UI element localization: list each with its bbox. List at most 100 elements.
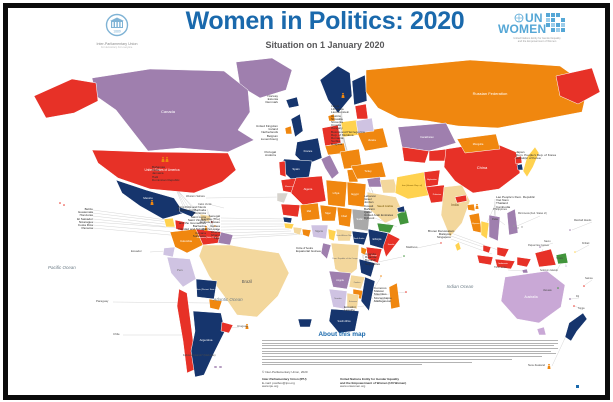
label-pakistan: Pakistan: [433, 193, 442, 196]
cluster-lesser-antilles: Saint Kitts and Nevis Antigua and Barbuda…: [172, 205, 206, 238]
region-nigeria: [310, 224, 329, 240]
region-mauritania: [280, 203, 301, 218]
country-label: Croatia: [331, 123, 341, 128]
ipu-logo-year: 1889: [113, 30, 121, 34]
label-kenya: Kenya: [371, 255, 378, 257]
country-label: Burundi: [365, 258, 376, 263]
country-label: United Arab Emirates: [364, 213, 394, 218]
region-guinea: [283, 222, 295, 230]
country-label: Suriname: [192, 233, 206, 238]
country-label: Trinidad and Tobago: [177, 227, 206, 232]
label-india: India: [451, 203, 458, 207]
region-chad: [336, 206, 353, 228]
label-cabo-verde: Cabo Verde: [198, 203, 212, 206]
fine-print-line: [262, 353, 556, 355]
region-nepal: [454, 194, 468, 204]
country-label: Nicaragua: [78, 219, 93, 224]
page-subtitle: Situation on 1 January 2020: [265, 40, 385, 50]
fine-print-line: [262, 364, 422, 366]
region-colombia: [169, 228, 204, 254]
region-southern-islands: [297, 318, 313, 328]
country-label: Bahrain: [364, 206, 375, 211]
label-mongolia: Mongolia: [473, 142, 484, 146]
label-algeria: Algeria: [304, 187, 313, 191]
country-label: Mozambique: [374, 295, 392, 300]
label-canada: Canada: [161, 109, 176, 114]
ipu-logo-name: Inter-Parliamentary Union: [96, 42, 138, 46]
region-kazakhstan: [397, 122, 457, 152]
country-label: Liberia: [210, 230, 220, 235]
region-italy: [320, 154, 340, 180]
unwomen-flag-icon: [546, 13, 565, 32]
label-mexico: Mexico: [143, 196, 153, 200]
label-sudan: Sudan: [357, 218, 365, 221]
label-chile: Chile: [113, 332, 120, 336]
region-ecuador: [162, 246, 176, 258]
region-uk: [290, 113, 304, 138]
country-label: Dominican Republic: [152, 177, 180, 182]
country-label: Kuwait: [364, 203, 374, 208]
island-dots: [59, 202, 585, 307]
about-heading: About this map: [318, 331, 366, 338]
region-alaska: [33, 78, 99, 119]
ipu-logo: 1889 Inter-Parliamentary Union For democ…: [88, 12, 146, 49]
region-cote-divoire: [292, 226, 303, 236]
region-russia: [365, 59, 589, 129]
region-malaysia: [482, 244, 492, 254]
country-label: Austria: [331, 113, 341, 118]
region-central-asia: [401, 146, 430, 164]
footer-unwomen: United Nations Entity for Gender Equalit…: [340, 377, 406, 389]
region-ukraine: [356, 127, 389, 152]
region-portugal: [278, 160, 287, 178]
region-south-korea: [516, 163, 524, 171]
region-egypt: [346, 181, 367, 208]
label-timor-leste: Timor-Leste: [494, 266, 507, 269]
country-label: Netherlands: [261, 130, 278, 135]
country-label: Saint Lucia: [190, 214, 206, 219]
cluster-malaysia-singapore: Brunei Darussalam Malaysia Singapore: [428, 229, 454, 240]
country-label: Singapore: [436, 235, 451, 240]
ipu-logo-emblem: 1889: [105, 13, 129, 37]
region-zambia: [348, 274, 366, 290]
label-afghanistan: Afghanistan: [427, 178, 437, 181]
label-niger: Niger: [325, 212, 331, 215]
region-cameroon: [327, 228, 337, 242]
region-denmark: [327, 113, 336, 122]
footer-ipu: Inter-Parliamentary Union (IPU) E-mail: …: [262, 377, 307, 389]
region-timor-leste: [521, 268, 529, 274]
cluster-nordic: Norway Estonia Denmark: [256, 94, 278, 105]
country-label: Rwanda: [365, 255, 377, 260]
region-ghana-togo: [301, 228, 312, 238]
region-belarus: [355, 117, 375, 134]
region-namibia: [328, 288, 348, 310]
label-nauru: Nauru: [544, 240, 551, 243]
country-label: Lithuania: [331, 107, 344, 112]
country-label: Denmark: [265, 100, 278, 105]
country-label: Djibouti: [364, 216, 375, 221]
country-label: Côte d'Ivoire: [296, 246, 314, 250]
region-philippines: [506, 208, 519, 236]
region-yemen: [376, 222, 395, 234]
region-south-africa: [328, 308, 360, 334]
country-label: Malawi: [374, 289, 384, 294]
label-saudi-arabia: Saudi Arabia: [377, 204, 393, 208]
region-indochina: [488, 214, 501, 242]
country-label: Saint Kitts and Nevis: [177, 205, 206, 209]
country-label: Hungary: [331, 126, 343, 131]
region-somalia: [382, 232, 401, 258]
region-brazil: [198, 244, 290, 318]
country-label: Viet Nam: [496, 198, 509, 203]
country-label: Lesotho: [344, 308, 356, 313]
region-senegal: [282, 216, 293, 224]
region-borneo: [496, 246, 510, 258]
footer-ipu-name: Inter-Parliamentary Union (IPU): [262, 377, 307, 381]
label-fiji: Fiji: [576, 295, 580, 298]
region-mozambique: [360, 276, 376, 312]
label-colombia: Colombia: [180, 239, 192, 243]
country-label: Seychelles: [365, 261, 380, 266]
region-france: [294, 137, 323, 166]
unwomen-tagline-1: United Nations Entity for Gender Equalit…: [513, 37, 561, 40]
country-label: Ireland: [268, 127, 278, 132]
country-label: Guatemala: [77, 210, 93, 215]
